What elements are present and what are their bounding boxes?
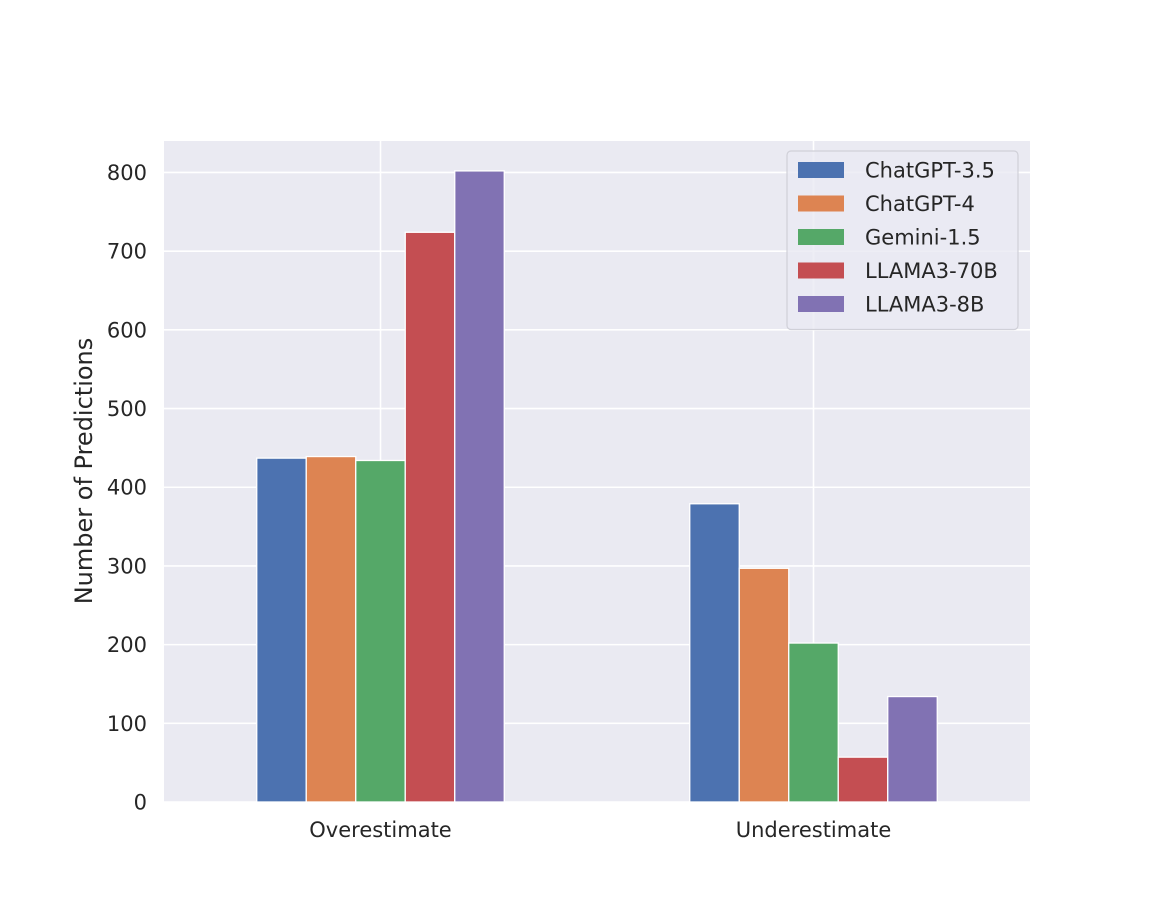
bar-llama3-70b-underestimate: [837, 756, 889, 803]
y-axis-label: Number of Predictions: [70, 338, 98, 605]
legend-label: LLAMA3-70B: [865, 259, 998, 283]
bars: [256, 170, 938, 803]
legend-label: ChatGPT-4: [865, 192, 975, 216]
y-tick-label: 100: [107, 712, 147, 736]
legend-swatch-chatgpt-3-5: [798, 162, 844, 178]
legend: ChatGPT-3.5 ChatGPT-4 Gemini-1.5 LLAMA3-70B…: [786, 150, 1019, 331]
y-tick-label: 600: [107, 318, 147, 342]
legend-box: [786, 150, 1019, 331]
legend-swatch-chatgpt-4: [798, 195, 844, 212]
y-tick-label: 500: [107, 397, 147, 421]
legend-swatch-llama3-8b: [798, 296, 844, 312]
bar-chatgpt-3-5-underestimate: [689, 503, 740, 803]
y-tick-label: 200: [107, 633, 147, 657]
x-tick-label: Overestimate: [309, 818, 451, 842]
bar-chatgpt-4-underestimate: [738, 567, 790, 803]
bar-gemini-1-5-underestimate: [788, 642, 839, 803]
bar-chatgpt-4-overestimate: [305, 455, 357, 803]
y-tick-label: 700: [107, 240, 147, 264]
legend-swatch-gemini-1-5: [798, 229, 844, 245]
x-tick-label: Underestimate: [736, 818, 892, 842]
legend-swatch-llama3-70b: [798, 262, 844, 279]
y-tick-label: 800: [107, 161, 147, 185]
legend-label: Gemini-1.5: [865, 226, 981, 250]
bar-chatgpt-3-5-overestimate: [256, 457, 307, 803]
y-tick-label: 400: [107, 476, 147, 500]
x-axis-ticks: Overestimate Underestimate: [309, 818, 891, 842]
bar-llama3-70b-overestimate: [404, 231, 456, 803]
legend-label: LLAMA3-8B: [865, 293, 984, 317]
bar-llama3-8b-overestimate: [454, 170, 505, 803]
y-tick-label: 0: [134, 791, 147, 815]
y-axis-ticks: 0 100 200 300 400 500 600 700 800: [107, 161, 147, 815]
bar-gemini-1-5-overestimate: [355, 459, 406, 803]
legend-label: ChatGPT-3.5: [865, 159, 995, 183]
y-tick-label: 300: [107, 554, 147, 578]
bar-llama3-8b-underestimate: [887, 695, 938, 803]
